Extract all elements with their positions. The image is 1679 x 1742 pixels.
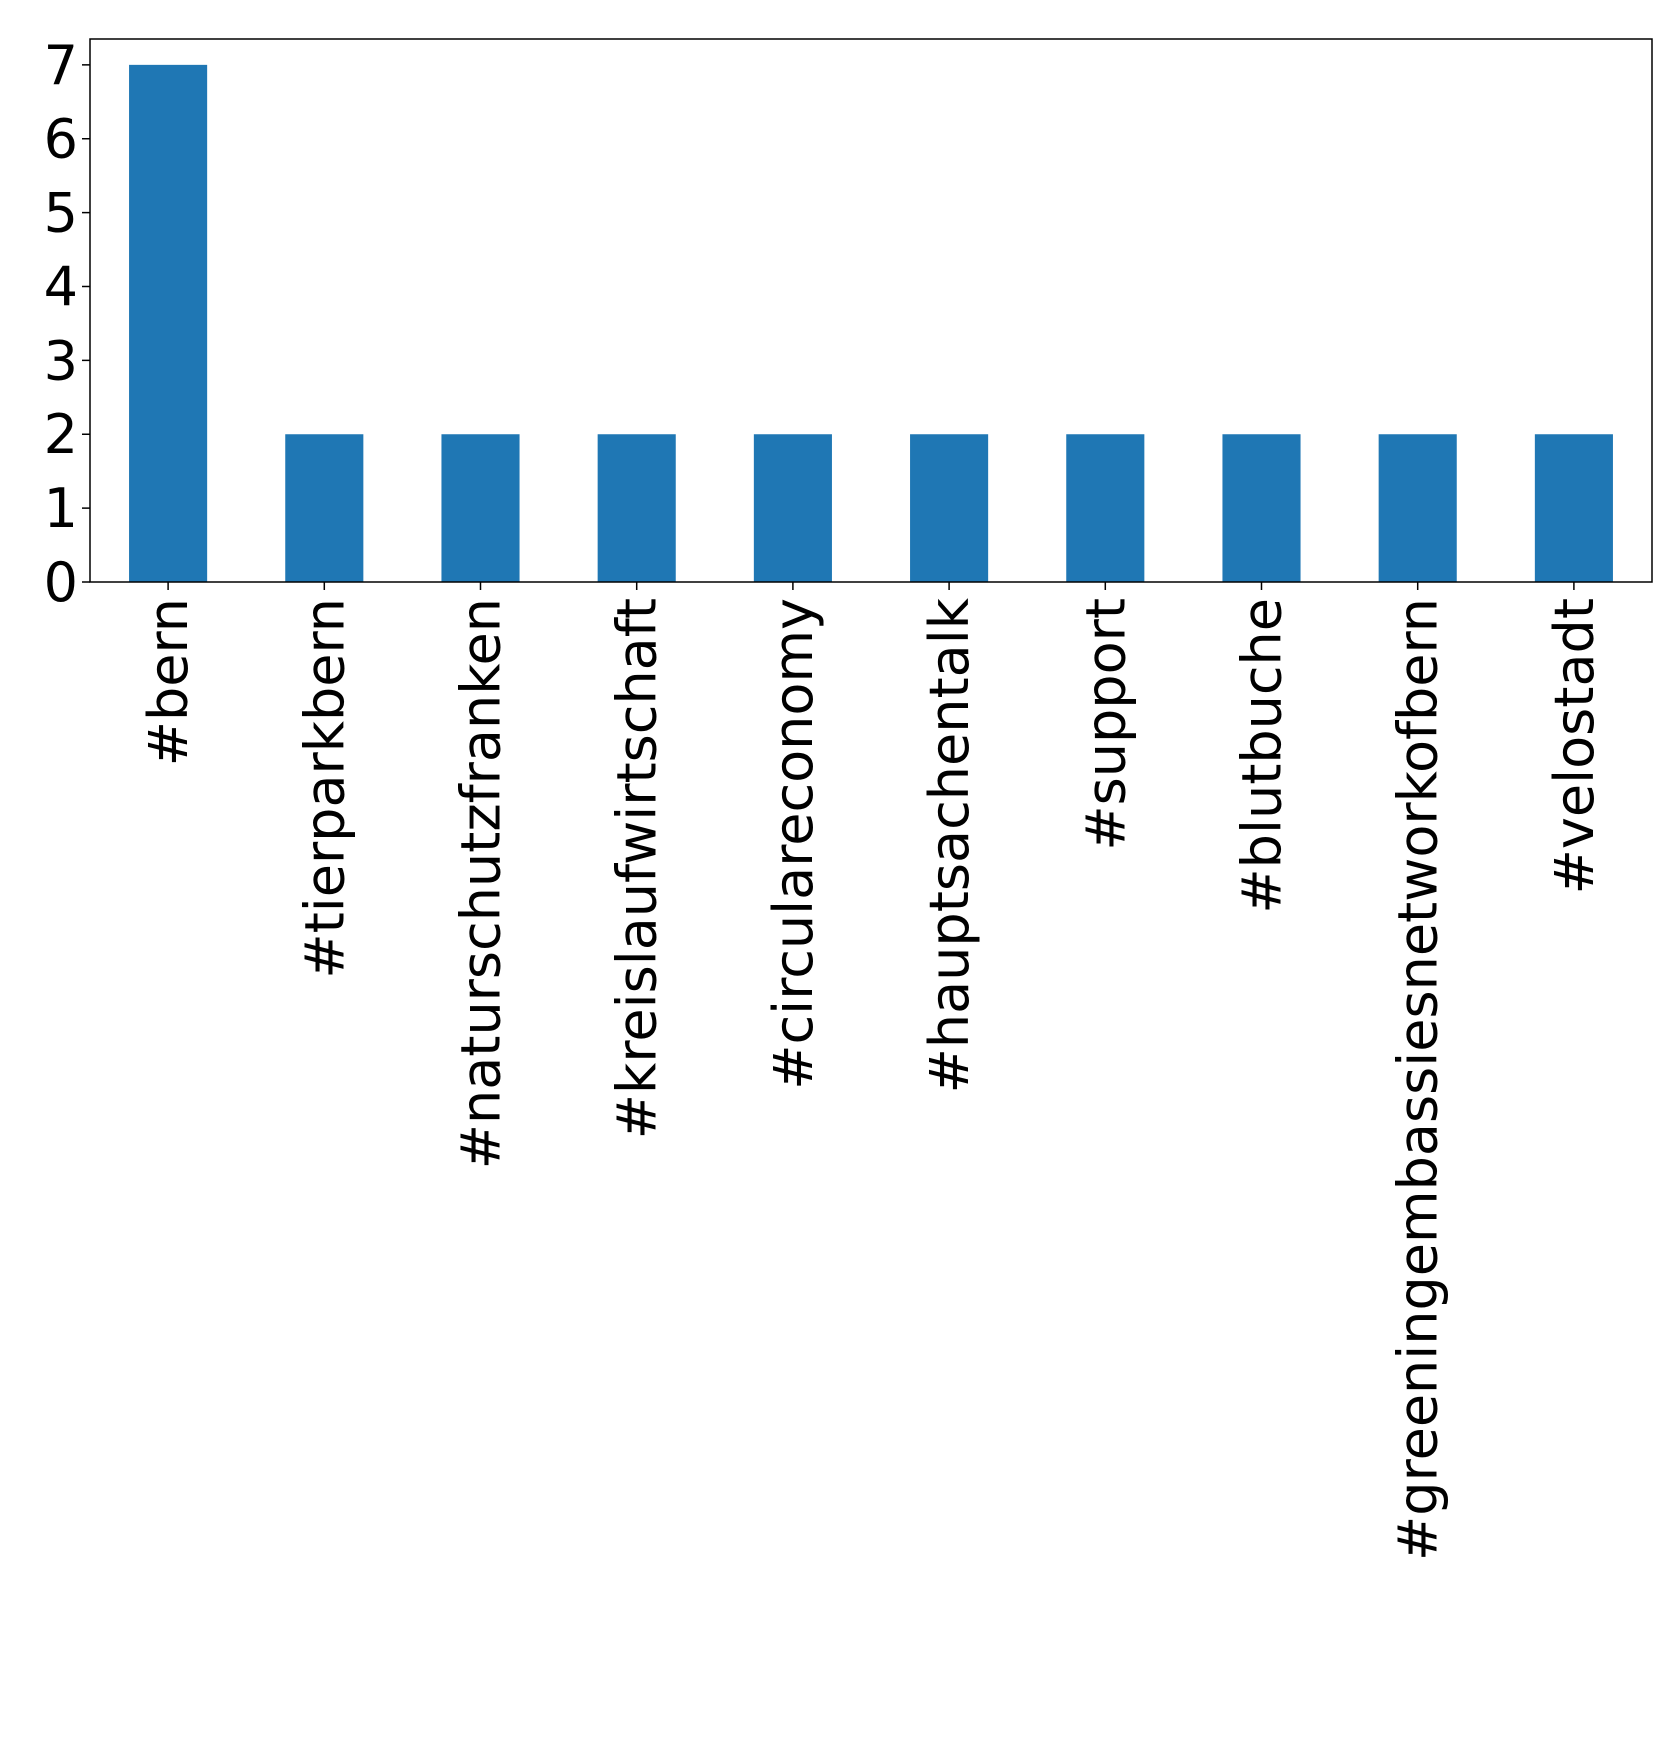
y-tick-label: 4	[44, 255, 78, 318]
x-tick-label: #velostadt	[1543, 598, 1606, 894]
x-tick-label: #naturschutzfranken	[450, 598, 513, 1169]
bar	[441, 434, 520, 582]
y-tick-label: 3	[44, 329, 78, 392]
bar	[597, 434, 676, 582]
y-tick-label: 1	[44, 477, 78, 540]
x-tick-label: #greeningembassiesnetworkofbern	[1387, 598, 1450, 1561]
x-tick-label: #blutbuche	[1231, 598, 1294, 914]
x-tick-label: #hauptsachentalk	[918, 597, 981, 1093]
x-tick-label: #tierparkbern	[293, 598, 356, 979]
x-tick-label: #kreislaufwirtschaft	[606, 598, 669, 1139]
x-tick-label: #bern	[137, 598, 200, 766]
bar	[1222, 434, 1301, 582]
bar	[753, 434, 832, 582]
y-tick-label: 5	[44, 182, 78, 245]
y-tick-label: 6	[44, 108, 78, 171]
bar	[1534, 434, 1613, 582]
y-tick-label: 0	[44, 551, 78, 614]
y-tick-label: 7	[44, 34, 78, 97]
x-tick-label: #circulareconomy	[762, 598, 825, 1090]
bar	[910, 434, 989, 582]
bar	[1378, 434, 1457, 582]
y-tick-label: 2	[44, 403, 78, 466]
plot-frame	[89, 38, 1653, 583]
bar	[285, 434, 364, 582]
bar	[1066, 434, 1145, 582]
x-tick-label: #support	[1074, 598, 1137, 851]
bar	[129, 64, 208, 583]
